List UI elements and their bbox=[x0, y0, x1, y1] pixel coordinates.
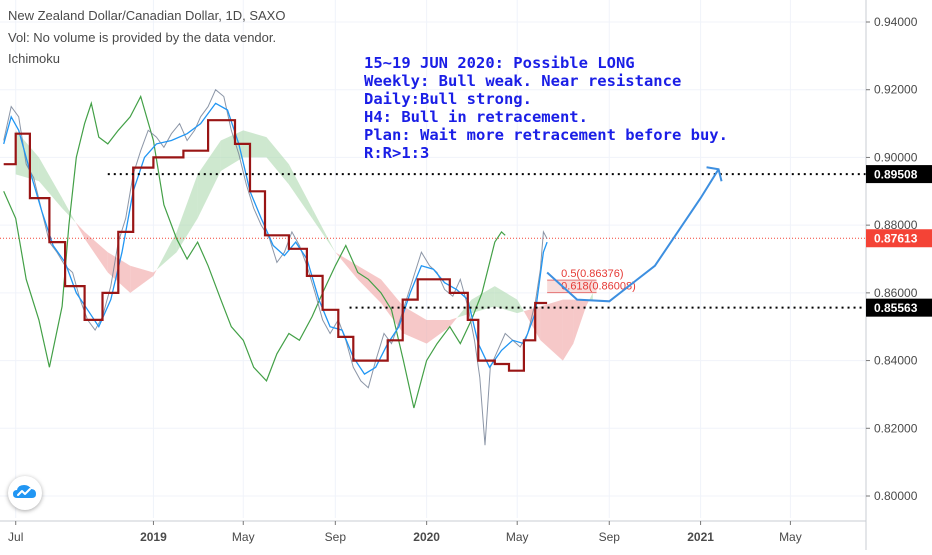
cloud-segment bbox=[589, 292, 593, 300]
cloud-segment bbox=[130, 265, 154, 293]
time-tick-label: 2019 bbox=[140, 530, 167, 544]
indicator-label[interactable]: Ichimoku bbox=[8, 51, 61, 66]
level-price-badge bbox=[866, 165, 932, 184]
level-price-badge bbox=[866, 298, 932, 317]
cloud-segment bbox=[266, 137, 289, 185]
fib-level-label: 0.618(0.86008) bbox=[561, 281, 636, 293]
base-line bbox=[3, 119, 548, 372]
price-tick-label: 0.84000 bbox=[874, 354, 918, 368]
annotation-line: Weekly: Bull weak. Near resistance bbox=[364, 72, 682, 90]
cloud-segment bbox=[62, 198, 76, 223]
level-price-label: 0.89508 bbox=[874, 168, 918, 182]
cloud-segment bbox=[335, 252, 358, 280]
cloud-segment bbox=[540, 299, 563, 361]
current-price-badge bbox=[866, 229, 932, 248]
cloud-segment bbox=[312, 208, 336, 253]
current-price-label: 0.87613 bbox=[874, 232, 918, 246]
lagging-span-line bbox=[3, 94, 506, 409]
cloud-segment bbox=[15, 130, 39, 182]
time-tick-label: May bbox=[506, 530, 529, 544]
time-tick-label: 2021 bbox=[687, 530, 714, 544]
projection-arrowhead bbox=[706, 166, 723, 182]
cloud-segment bbox=[357, 265, 381, 304]
cloud-segment bbox=[176, 174, 198, 253]
time-tick-label: May bbox=[779, 530, 802, 544]
cloud-segment bbox=[426, 319, 450, 344]
cloud-segment bbox=[562, 299, 574, 361]
cloud-segment bbox=[197, 140, 221, 219]
cloud-segment bbox=[380, 279, 404, 334]
cloud-segment bbox=[38, 157, 63, 209]
annotation-line: H4: Bull in retracement. bbox=[364, 108, 588, 126]
price-tick-label: 0.86000 bbox=[874, 286, 918, 300]
cloud-segment bbox=[573, 299, 587, 344]
level-price-label: 0.85563 bbox=[874, 301, 918, 315]
volume-note: Vol: No volume is provided by the data v… bbox=[8, 30, 277, 45]
cloud-logo-icon bbox=[13, 485, 36, 498]
cloud-segment bbox=[449, 317, 458, 327]
projection-curve bbox=[546, 168, 720, 303]
cloud-segment bbox=[517, 299, 524, 314]
price-tick-label: 0.90000 bbox=[874, 150, 918, 164]
cloud-segment bbox=[153, 269, 157, 276]
cloud-segment bbox=[84, 231, 108, 273]
time-tick-label: Jul bbox=[8, 530, 23, 544]
annotation-line: 15~19 JUN 2020: Possible LONG bbox=[364, 54, 635, 72]
time-tick-label: May bbox=[232, 530, 255, 544]
cloud-segment bbox=[403, 306, 427, 344]
price-tick-label: 0.82000 bbox=[874, 421, 918, 435]
cloud-segment bbox=[156, 231, 177, 270]
fib-level-label: 0.5(0.86376) bbox=[561, 268, 623, 280]
cloud-segment bbox=[288, 164, 313, 219]
price-tick-label: 0.94000 bbox=[874, 15, 918, 29]
time-tick-label: 2020 bbox=[413, 530, 440, 544]
cloud-segment bbox=[586, 299, 590, 307]
cloud-segment bbox=[75, 222, 85, 239]
chart-title: New Zealand Dollar/Canadian Dollar, 1D, … bbox=[8, 8, 286, 23]
price-tick-label: 0.92000 bbox=[874, 83, 918, 97]
trade-plan-annotation: 15~19 JUN 2020: Possible LONG Weekly: Bu… bbox=[364, 54, 728, 162]
time-tick-label: Sep bbox=[599, 530, 621, 544]
tradingview-logo-button[interactable] bbox=[8, 476, 42, 510]
annotation-line: Daily:Bull strong. bbox=[364, 90, 532, 108]
annotation-line: R:R>1:3 bbox=[364, 144, 430, 162]
time-tick-label: Sep bbox=[325, 530, 347, 544]
annotation-line: Plan: Wait more retracement before buy. bbox=[364, 126, 728, 144]
cloud-segment bbox=[494, 286, 518, 314]
price-tick-label: 0.88000 bbox=[874, 218, 918, 232]
price-tick-label: 0.80000 bbox=[874, 489, 918, 503]
